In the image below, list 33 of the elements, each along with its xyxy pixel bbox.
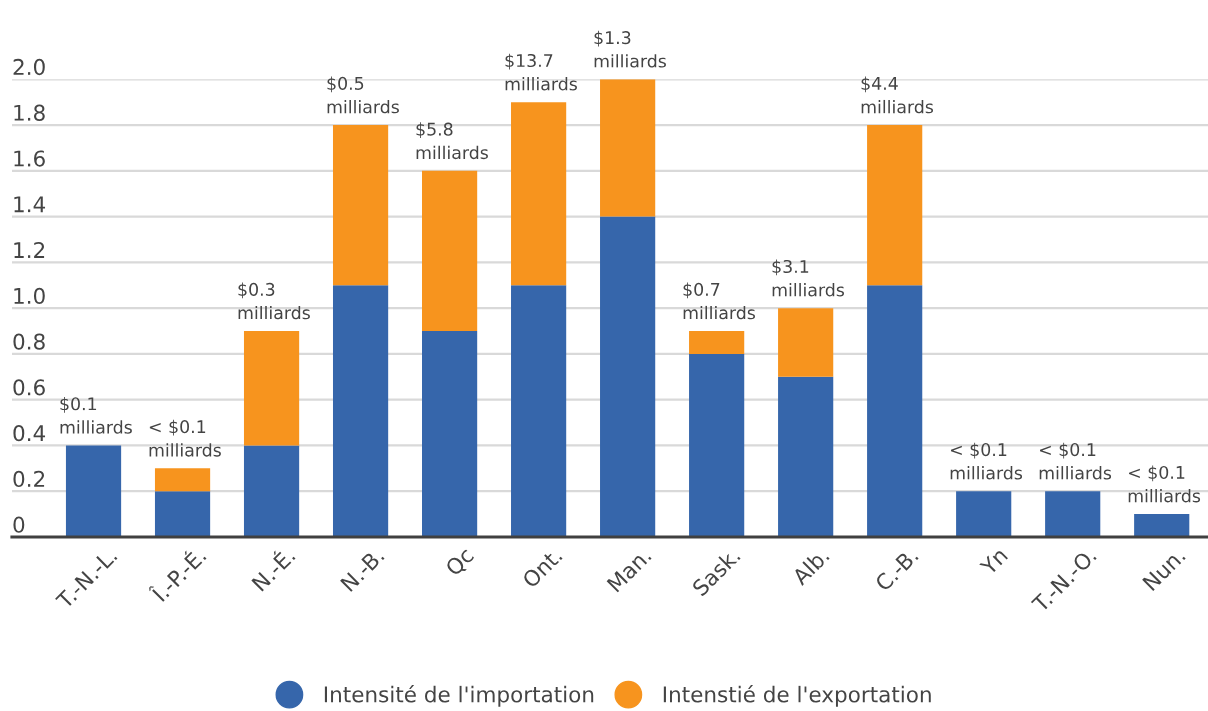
y-tick-label: 0 <box>13 516 25 533</box>
annotation: $0.1 milliards <box>60 396 132 434</box>
annotation: $13.7 milliards <box>505 53 577 91</box>
x-tick-label: Nun. <box>1142 547 1186 592</box>
y-tick-label: 0.8 <box>13 333 45 350</box>
y-tick-label: 0.2 <box>13 470 45 488</box>
annotation: $0.5 milliards <box>327 76 399 114</box>
annotation: $0.7 milliards <box>683 282 755 320</box>
annotation: $3.1 milliards <box>772 259 845 297</box>
annotation: < $0.1 milliards <box>149 419 221 457</box>
y-tick-label: 1.2 <box>14 241 45 258</box>
annotation: < $0.1 milliards <box>950 442 1023 480</box>
annotation: $0.3 milliards <box>238 282 310 320</box>
y-tick-label: 0.4 <box>13 425 46 442</box>
y-tick-label: 1.0 <box>14 287 45 304</box>
x-tick-label: Ont. <box>521 547 563 589</box>
annotation: $4.4 milliards <box>861 76 934 114</box>
x-tick-label: Yn <box>979 547 1008 576</box>
x-tick-label: Alb. <box>790 546 830 587</box>
y-tick-label: 1.6 <box>14 150 45 167</box>
y-tick-label: 1.4 <box>14 196 46 213</box>
annotation: $1.3 milliards <box>594 30 666 68</box>
legend-label: Intensité de l'importation <box>324 685 594 707</box>
y-tick-label: 1.8 <box>14 104 45 121</box>
x-tick-label: Man. <box>606 547 652 593</box>
y-tick-label: 0.6 <box>13 379 45 396</box>
annotation: < $0.1 milliards <box>1039 442 1112 480</box>
x-tick-label: C.-B. <box>874 547 919 592</box>
y-tick-label: 2.0 <box>13 58 45 76</box>
legend-label: Intenstié de l'exportation <box>663 685 931 707</box>
annotation: $5.8 milliards <box>416 122 488 160</box>
annotation: < $0.1 milliards <box>1128 465 1201 503</box>
x-tick-label: Qc <box>444 546 477 579</box>
